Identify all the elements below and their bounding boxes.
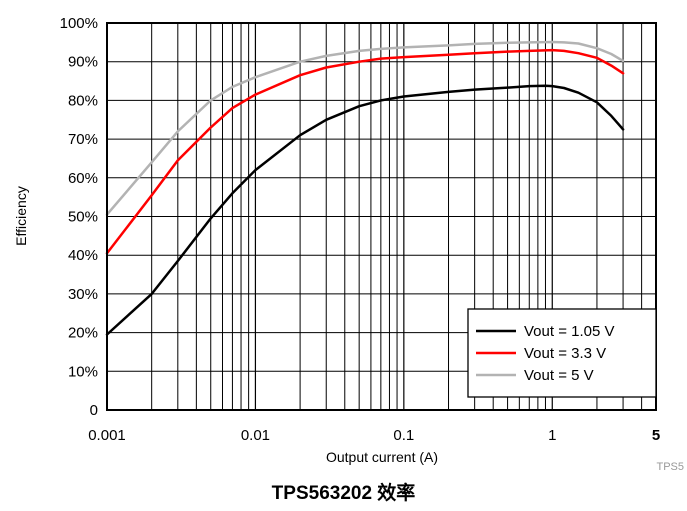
series-line-1 (105, 84, 625, 336)
efficiency-chart: 0.001 0.01 0.1 1 5 0 10% 20% 30% 40% 50% 60% 70% 80%… (13, 15, 684, 470)
y-tick-label: 80% (68, 92, 98, 109)
y-tick-label: 0 (90, 402, 98, 419)
y-tick-label: 30% (68, 286, 98, 303)
x-tick-label: 0.01 (241, 427, 270, 444)
series-line-2 (105, 48, 625, 255)
plot-frame (106, 22, 657, 411)
y-tick-labels: 0 10% 20% 30% 40% 50% 60% 70% 80% 90% 100% (60, 15, 98, 419)
x-tick-label: 5 (652, 427, 660, 444)
x-tick-label: 1 (548, 427, 556, 444)
y-tick-label: 20% (68, 325, 98, 342)
chart-caption: TPS563202 效率 (271, 483, 416, 504)
x-tick-labels: 0.001 0.01 0.1 1 5 (88, 427, 660, 444)
y-tick-label: 90% (68, 54, 98, 71)
legend: Vout = 1.05 V Vout = 3.3 V Vout = 5 V (467, 308, 657, 398)
y-tick-label: 50% (68, 209, 98, 226)
series-layer (105, 40, 625, 336)
y-axis-label: Efficiency (13, 186, 29, 246)
x-axis-label: Output current (A) (326, 449, 438, 465)
y-tick-label: 40% (68, 247, 98, 264)
series-line-3 (105, 40, 625, 216)
x-tick-label: 0.001 (88, 427, 126, 444)
y-tick-label: 100% (60, 15, 98, 32)
y-tick-label: 70% (68, 131, 98, 148)
legend-label-1: Vout = 1.05 V (524, 323, 615, 340)
legend-label-3: Vout = 5 V (524, 367, 594, 384)
legend-label-2: Vout = 3.3 V (524, 345, 606, 362)
y-tick-label: 60% (68, 170, 98, 187)
y-tick-label: 10% (68, 363, 98, 380)
x-tick-label: 0.1 (393, 427, 414, 444)
watermark-text: TPS5 (656, 461, 684, 470)
